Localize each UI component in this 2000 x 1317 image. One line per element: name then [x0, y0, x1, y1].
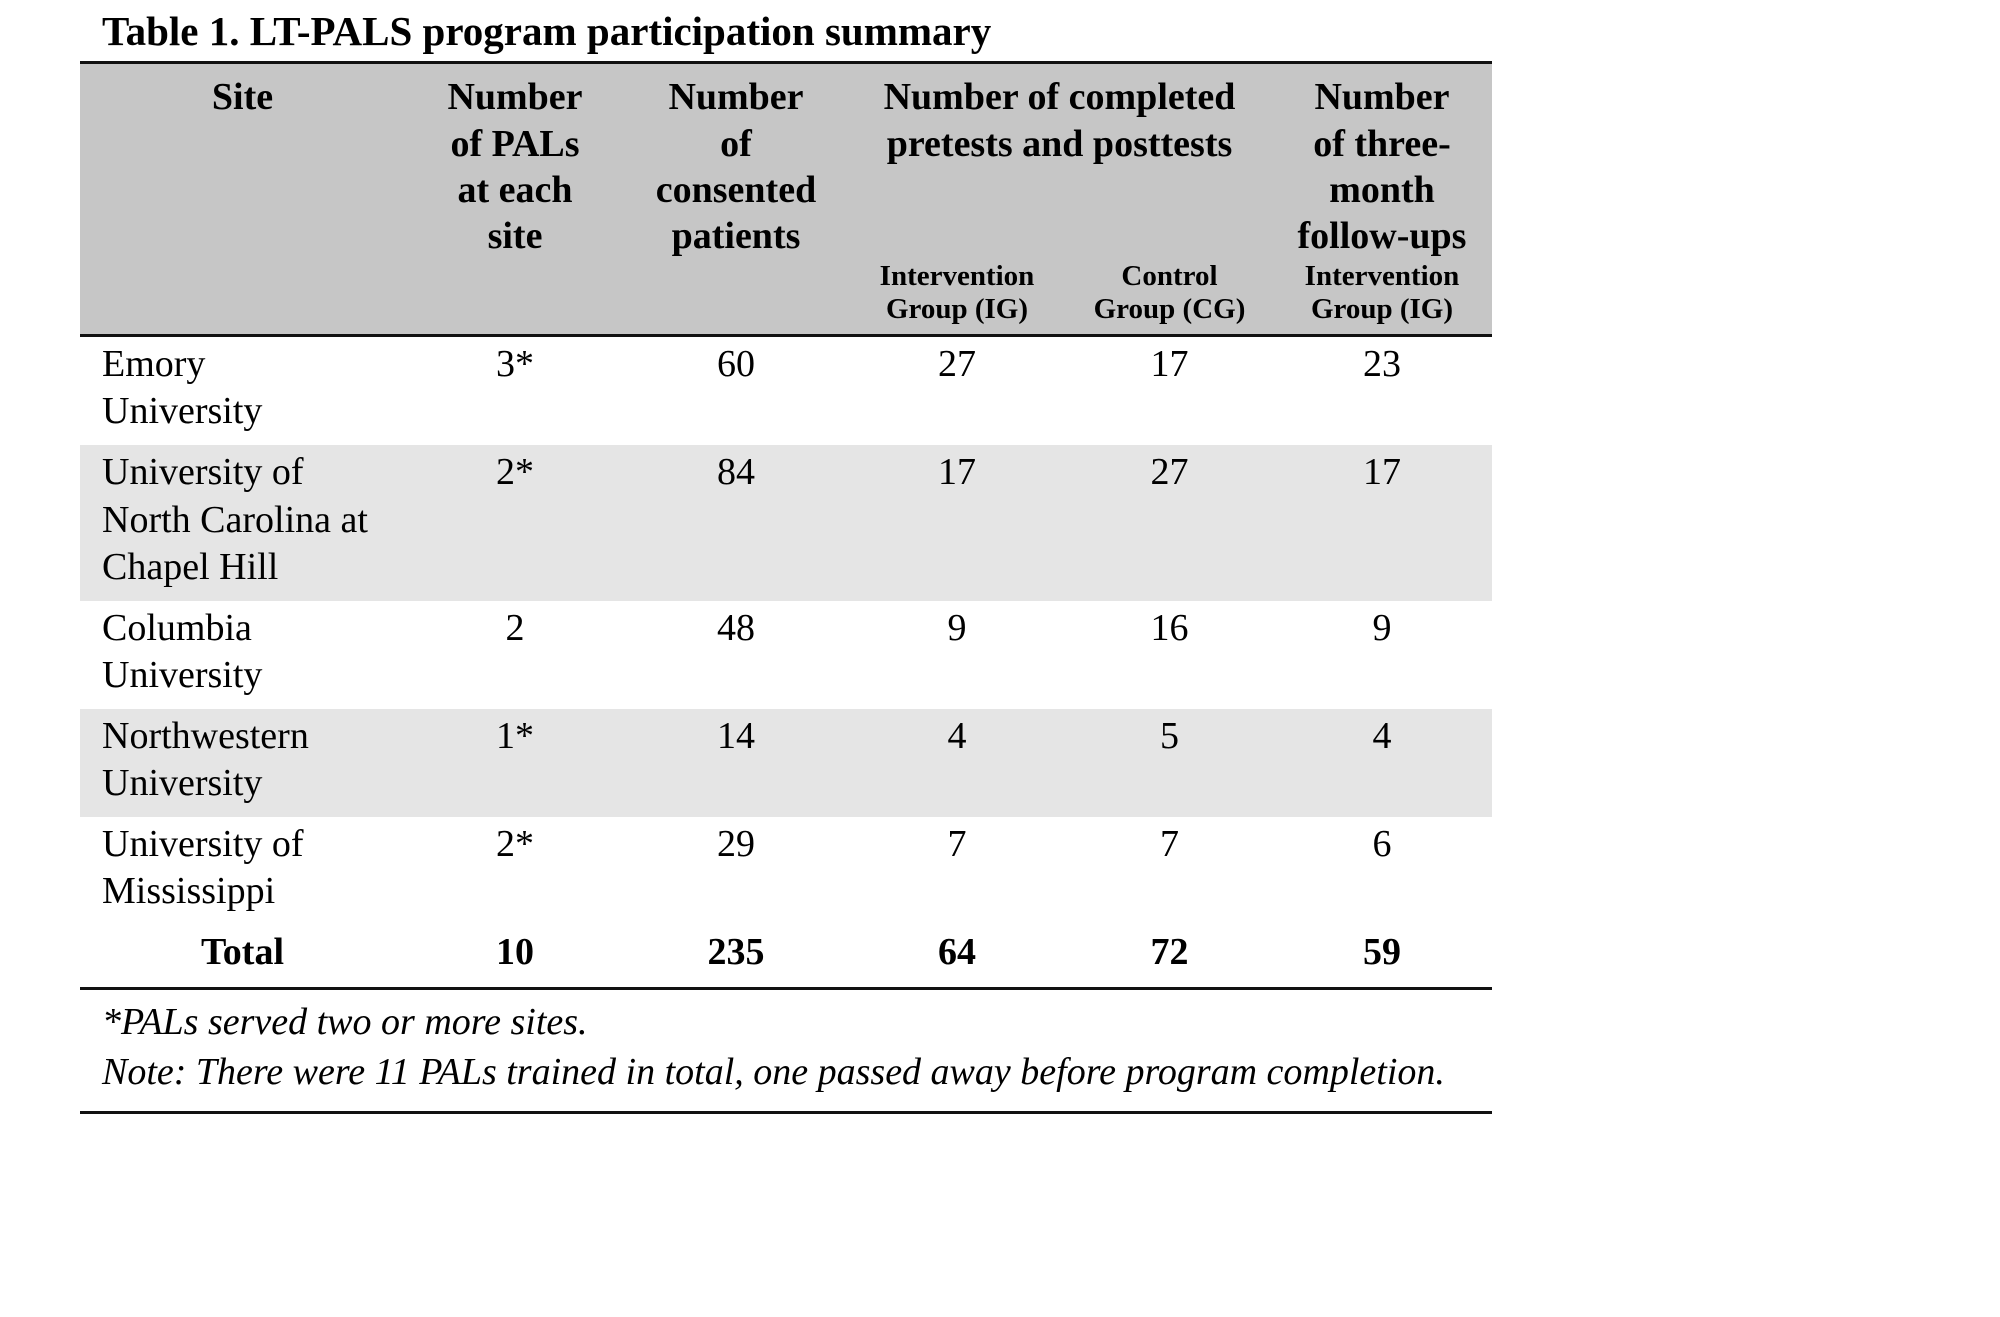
cell-control: 7 — [1160, 823, 1179, 866]
cell-consented: 60 — [717, 343, 755, 386]
cell-intervention: 17 — [938, 451, 976, 494]
cell-site: Emory University — [102, 343, 263, 433]
cell-site: Northwestern University — [102, 715, 309, 805]
cell-consented: 29 — [717, 823, 755, 866]
cell-intervention: 27 — [938, 343, 976, 386]
header-pretests-posttests: Number of completed pretests and posttes… — [883, 76, 1236, 165]
cell-followup: 23 — [1363, 343, 1401, 386]
cell-total-followup: 59 — [1363, 931, 1401, 974]
cell-consented: 48 — [717, 606, 755, 649]
header-three-month-followups: Number of three- month follow-ups — [1297, 76, 1467, 258]
cell-intervention: 4 — [947, 715, 967, 758]
header-followup-intervention-group: Intervention Group (IG) — [1304, 259, 1460, 325]
cell-total-control: 72 — [1150, 931, 1189, 974]
table-row-mississippi: University of Mississippi 2* 29 7 7 6 — [80, 817, 1492, 925]
cell-pals: 1* — [496, 715, 534, 758]
footnote-pals: *PALs served two or more sites. — [102, 1000, 588, 1043]
table-row-total: Total 10 235 64 72 59 — [80, 925, 1492, 986]
header-intervention-group: Intervention Group (IG) — [879, 259, 1035, 325]
cell-control: 17 — [1150, 343, 1189, 386]
cell-consented: 14 — [717, 715, 755, 758]
cell-followup: 4 — [1372, 715, 1392, 758]
header-control-group: Control Group (CG) — [1093, 259, 1246, 325]
cell-pals: 3* — [496, 343, 534, 386]
cell-total-intervention: 64 — [938, 931, 976, 974]
cell-intervention: 7 — [947, 823, 967, 866]
cell-site: University of North Carolina at Chapel H… — [102, 451, 368, 588]
cell-control: 27 — [1150, 451, 1189, 494]
cell-total-consented: 235 — [707, 931, 765, 974]
table-row-columbia: Columbia University 2 48 9 16 9 — [80, 601, 1492, 709]
table-row-northwestern: Northwestern University 1* 14 4 5 4 — [80, 709, 1492, 818]
header-site: Site — [211, 76, 274, 119]
table-footnotes: *PALs served two or more sites. Note: Th… — [80, 990, 1492, 1114]
table-row-emory: Emory University 3* 60 27 17 23 — [80, 337, 1492, 445]
cell-site: University of Mississippi — [102, 823, 304, 913]
table-row-unc: University of North Carolina at Chapel H… — [80, 445, 1492, 601]
cell-consented: 84 — [717, 451, 755, 494]
header-consented-patients: Number of consented patients — [655, 76, 817, 258]
header-pals: Number of PALs at each site — [447, 76, 583, 258]
cell-total-label: Total — [200, 931, 285, 974]
participation-table: Table 1. LT-PALS program participation s… — [80, 4, 1492, 1114]
footnote-note: Note: There were 11 PALs trained in tota… — [102, 1051, 1445, 1094]
cell-followup: 17 — [1363, 451, 1401, 494]
cell-intervention: 9 — [947, 606, 967, 649]
table-header: Site Number of PALs at each site Number … — [80, 61, 1492, 338]
table-body: Emory University 3* 60 27 17 23 Universi… — [80, 337, 1492, 990]
cell-pals: 2* — [496, 823, 534, 866]
cell-site: Columbia University — [102, 606, 263, 696]
cell-control: 5 — [1160, 715, 1179, 758]
cell-followup: 9 — [1372, 606, 1392, 649]
cell-followup: 6 — [1372, 823, 1392, 866]
table-title: Table 1. LT-PALS program participation s… — [102, 8, 992, 54]
cell-total-pals: 10 — [496, 931, 534, 974]
cell-control: 16 — [1150, 606, 1189, 649]
cell-pals: 2 — [505, 606, 525, 649]
cell-pals: 2* — [496, 451, 534, 494]
